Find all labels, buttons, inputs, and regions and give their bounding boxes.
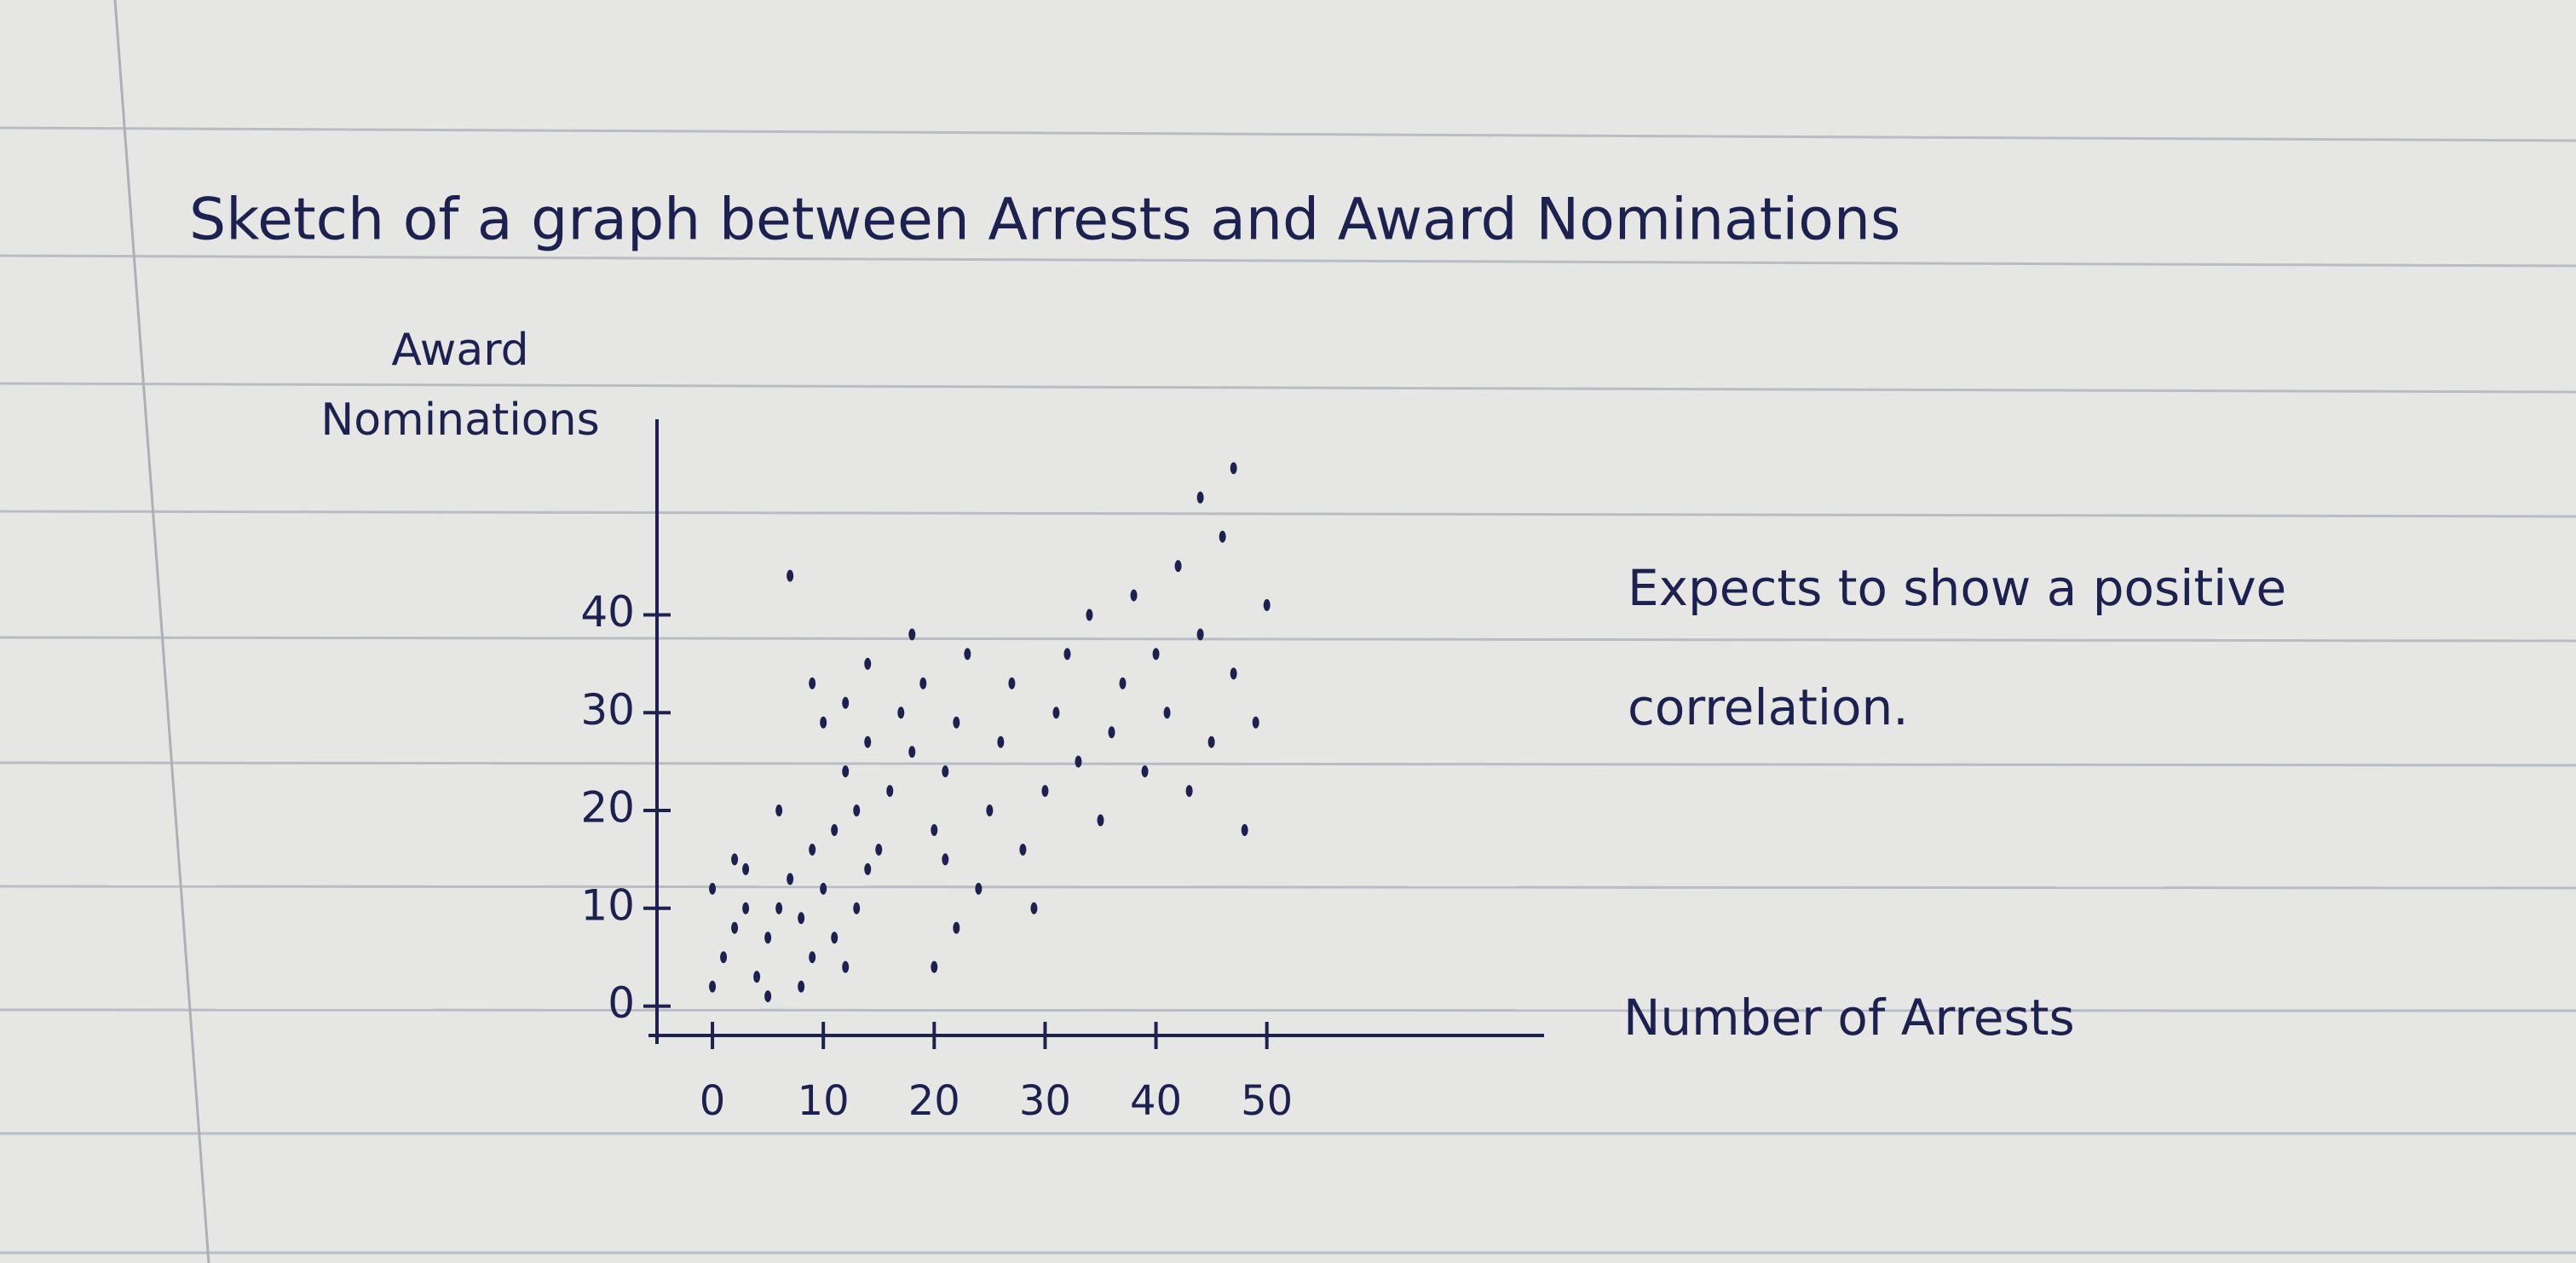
data-point [798,912,805,925]
data-point [1174,560,1182,573]
data-point [853,902,861,914]
data-point [864,862,872,875]
data-point [1241,824,1248,836]
data-point [1019,843,1027,856]
data-point [1097,814,1104,827]
data-point [798,980,805,993]
data-point [1041,785,1049,798]
y-tick-label: 40 [580,587,635,637]
data-point [942,853,949,866]
data-point [1263,599,1271,612]
data-point [820,882,827,895]
data-point [964,648,971,660]
data-point [1130,589,1138,602]
data-point [997,735,1005,748]
data-point [1230,667,1237,680]
data-point [842,960,850,973]
data-point [908,628,916,641]
data-point [787,873,794,885]
x-tick-label: 50 [1241,1077,1293,1125]
data-point [731,921,739,934]
margin-line [113,0,210,1263]
data-point [953,716,960,729]
data-point [842,765,850,778]
plot-area: 0 10 20 30 40 0 10 20 30 40 50 [580,419,1544,1125]
data-point [753,971,761,983]
data-point [1196,628,1204,641]
data-point [709,980,717,993]
x-tick-label: 20 [908,1077,960,1125]
data-point [831,824,838,836]
data-point [842,696,850,709]
data-point [820,716,827,729]
data-point [986,805,994,817]
data-point [1185,785,1193,798]
data-point [1075,755,1082,768]
data-point [942,765,949,778]
data-point [1108,726,1115,739]
data-point [809,677,816,689]
data-point [1196,491,1204,504]
data-point [975,882,983,895]
data-point [787,569,794,582]
data-point [764,931,772,944]
data-point [1141,765,1149,778]
data-point [1230,462,1237,475]
x-tick-label: 40 [1130,1077,1182,1125]
annotation: Expects to show a positive correlation. [1628,559,2287,736]
y-tick-label: 0 [608,978,635,1028]
data-point [886,785,894,798]
data-point [1252,716,1259,729]
data-point [853,805,861,817]
data-point [1030,902,1038,914]
data-point [731,853,739,866]
data-point [875,843,883,856]
x-tick-label: 0 [700,1077,726,1125]
data-point [775,805,783,817]
paper-rules [0,126,2576,1254]
data-point [953,921,960,934]
x-tick-label: 30 [1019,1077,1071,1125]
data-point [1207,735,1215,748]
data-point [1119,677,1127,689]
chart-title: Sketch of a graph between Arrests and Aw… [189,187,1900,254]
data-point [908,746,916,758]
data-point [1086,608,1093,621]
data-point [1063,648,1071,660]
data-point [931,960,938,973]
y-tick-label: 10 [580,880,635,930]
data-point [897,706,905,719]
y-tick-label: 20 [580,783,635,833]
data-point [1219,530,1226,543]
data-point [831,931,838,944]
data-point [742,862,750,875]
y-axis-label: Award Nominations [320,325,600,446]
x-axis-label: Number of Arrests [1623,989,2075,1047]
data-point [1008,677,1016,689]
data-point [809,951,816,964]
data-point [775,902,783,914]
data-point [720,951,728,964]
data-point [931,824,938,836]
data-point [1052,706,1060,719]
data-point [709,882,717,895]
data-point [1163,706,1171,719]
x-tick-label: 10 [798,1077,850,1125]
data-point [809,843,816,856]
data-point [864,735,872,748]
data-point [764,990,772,1003]
data-point [1152,648,1160,660]
y-tick-label: 30 [580,685,635,735]
data-point [864,657,872,670]
data-point [919,677,927,689]
data-point [742,902,750,914]
